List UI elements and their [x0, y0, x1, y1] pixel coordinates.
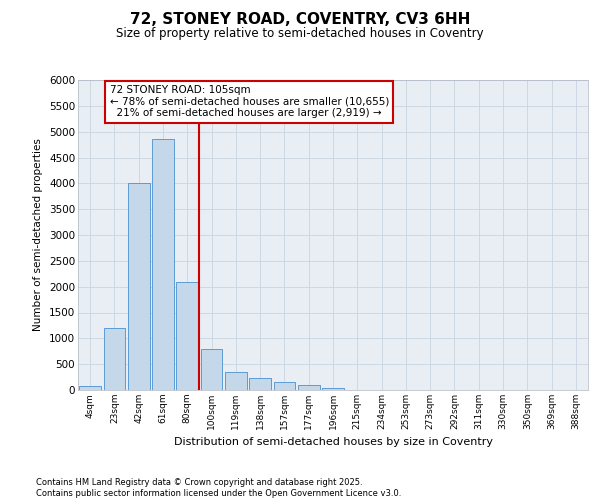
Text: 72 STONEY ROAD: 105sqm
← 78% of semi-detached houses are smaller (10,655)
  21% : 72 STONEY ROAD: 105sqm ← 78% of semi-det… — [110, 85, 389, 118]
Text: Size of property relative to semi-detached houses in Coventry: Size of property relative to semi-detach… — [116, 28, 484, 40]
Text: Contains HM Land Registry data © Crown copyright and database right 2025.
Contai: Contains HM Land Registry data © Crown c… — [36, 478, 401, 498]
Bar — [79, 386, 101, 390]
Bar — [322, 388, 344, 390]
Bar — [298, 386, 320, 390]
Bar — [200, 348, 223, 390]
Bar — [274, 382, 295, 390]
X-axis label: Distribution of semi-detached houses by size in Coventry: Distribution of semi-detached houses by … — [173, 438, 493, 448]
Bar — [104, 328, 125, 390]
Bar — [249, 378, 271, 390]
Bar — [128, 184, 149, 390]
Bar — [176, 282, 198, 390]
Bar — [225, 372, 247, 390]
Y-axis label: Number of semi-detached properties: Number of semi-detached properties — [34, 138, 43, 332]
Text: 72, STONEY ROAD, COVENTRY, CV3 6HH: 72, STONEY ROAD, COVENTRY, CV3 6HH — [130, 12, 470, 28]
Bar — [152, 140, 174, 390]
